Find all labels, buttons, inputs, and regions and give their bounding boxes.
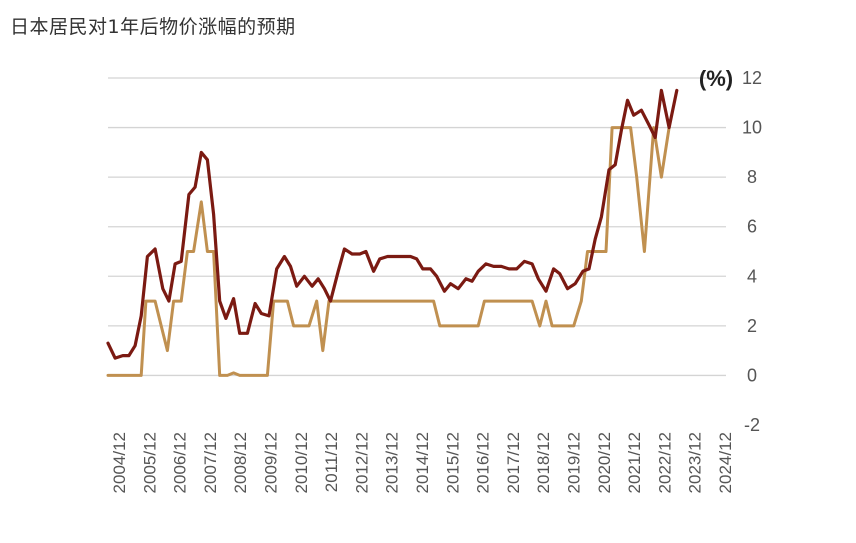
x-tick-label: 2007/12 xyxy=(201,432,220,493)
x-tick-label: 2012/12 xyxy=(352,432,371,493)
y-tick-label: 6 xyxy=(747,217,757,237)
x-tick-label: 2020/12 xyxy=(595,432,614,493)
x-tick-label: 2019/12 xyxy=(565,432,584,493)
y-axis-ticks: 12 10 8 6 4 2 0 -2 xyxy=(742,68,762,435)
x-tick-label: 2005/12 xyxy=(140,432,159,493)
series-lines xyxy=(106,88,679,377)
x-tick-label: 2006/12 xyxy=(171,432,190,493)
gridlines xyxy=(108,77,726,377)
y-tick-label: 10 xyxy=(742,118,762,138)
y-tick-label: -2 xyxy=(744,415,760,435)
chart-title: 日本居民对1年后物价涨幅的预期 xyxy=(10,16,296,38)
x-tick-label: 2008/12 xyxy=(231,432,250,493)
y-tick-label: 8 xyxy=(747,167,757,187)
series-line-2 xyxy=(106,126,671,377)
y-tick-label: 12 xyxy=(742,68,762,88)
x-tick-label: 2014/12 xyxy=(413,432,432,493)
x-tick-label: 2023/12 xyxy=(686,432,705,493)
x-tick-label: 2009/12 xyxy=(262,432,281,493)
x-axis-ticks: 2004/12 2005/12 2006/12 2007/12 2008/12 2009/… xyxy=(110,432,735,493)
x-tick-label: 2024/12 xyxy=(716,432,735,493)
series-line-1 xyxy=(106,88,679,360)
x-tick-label: 2016/12 xyxy=(474,432,493,493)
x-tick-label: 2004/12 xyxy=(110,432,129,493)
y-tick-label: 0 xyxy=(747,365,757,385)
x-tick-label: 2017/12 xyxy=(504,432,523,493)
unit-label: (%) xyxy=(699,66,733,91)
x-tick-label: 2022/12 xyxy=(655,432,674,493)
x-tick-label: 2010/12 xyxy=(292,432,311,493)
x-tick-label: 2011/12 xyxy=(322,432,341,492)
y-tick-label: 2 xyxy=(747,316,757,336)
x-tick-label: 2015/12 xyxy=(443,432,462,493)
y-tick-label: 4 xyxy=(747,266,757,286)
x-tick-label: 2013/12 xyxy=(383,432,402,493)
x-tick-label: 2021/12 xyxy=(625,432,644,493)
x-tick-label: 2018/12 xyxy=(534,432,553,493)
